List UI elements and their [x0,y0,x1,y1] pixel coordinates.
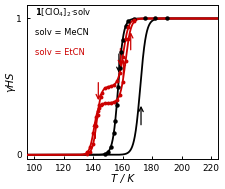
Text: solv = EtCN: solv = EtCN [34,48,84,57]
Text: $\mathbf{1}$[ClO$_4$]$_2$·solv: $\mathbf{1}$[ClO$_4$]$_2$·solv [34,6,91,19]
X-axis label: T / K: T / K [111,174,134,184]
Text: solv = MeCN: solv = MeCN [34,28,88,37]
Y-axis label: γHS: γHS [5,72,15,92]
